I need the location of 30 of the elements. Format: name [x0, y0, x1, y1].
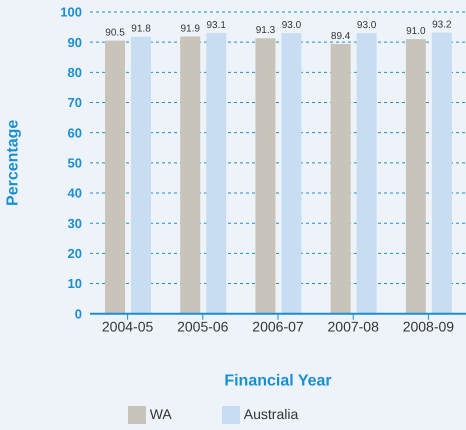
- data-label: 91.3: [256, 25, 276, 36]
- data-label: 91.8: [131, 24, 152, 35]
- data-label: 93.0: [356, 20, 377, 32]
- y-tick-label: 70: [68, 95, 82, 110]
- y-tick-label: 60: [68, 125, 82, 140]
- y-tick-label: 10: [68, 276, 82, 292]
- data-label: 93.2: [432, 20, 452, 31]
- data-label: 93.0: [282, 20, 302, 32]
- y-tick-label: 30: [68, 216, 82, 231]
- x-tick-label: 2005-06: [177, 318, 229, 335]
- data-label: 91.9: [180, 23, 200, 34]
- y-tick-label: 80: [68, 64, 82, 80]
- data-label: 91.0: [406, 26, 426, 38]
- x-tick-label: 2006-07: [252, 318, 304, 335]
- data-label: 93.1: [206, 20, 226, 31]
- y-tick-label: 90: [68, 34, 82, 50]
- y-tick-label: 40: [68, 186, 82, 201]
- legend-label: WA: [150, 406, 172, 422]
- y-tick-label: 100: [60, 4, 82, 20]
- x-tick-label: 2007-08: [328, 318, 380, 335]
- y-tick-label: 50: [68, 155, 82, 170]
- y-tick-label: 20: [68, 246, 82, 261]
- x-tick-label: 2004-05: [102, 318, 154, 335]
- x-axis-title: Financial Year: [224, 372, 332, 390]
- data-label: 89.4: [330, 30, 351, 42]
- data-label: 90.5: [105, 28, 126, 39]
- x-tick-label: 2008-09: [402, 318, 454, 335]
- y-axis-title: Percentage: [4, 120, 22, 206]
- y-tick-label: 0: [74, 306, 82, 322]
- legend-label: Australia: [244, 406, 298, 422]
